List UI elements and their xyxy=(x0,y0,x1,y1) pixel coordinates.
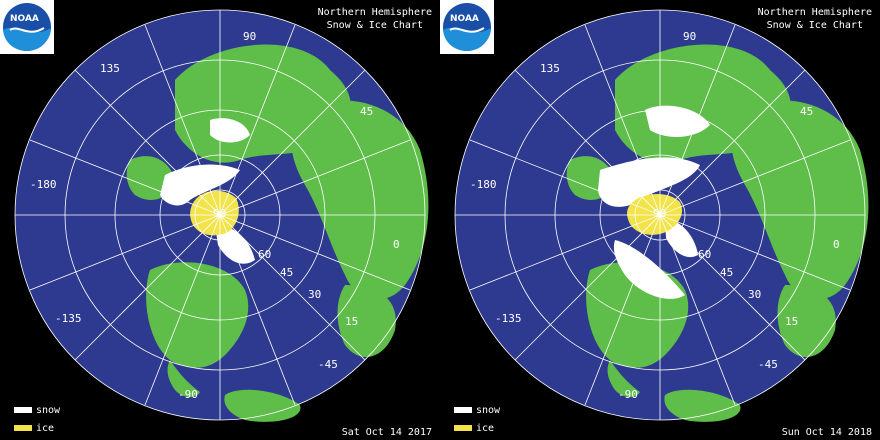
label-lon-neg45: -45 xyxy=(318,358,338,371)
noaa-logo-icon xyxy=(443,3,491,51)
label-lon-neg135: -135 xyxy=(495,312,522,325)
label-lat-90: 90 xyxy=(213,207,226,220)
sea-ice xyxy=(627,194,683,235)
noaa-logo-icon xyxy=(3,3,51,51)
noaa-logo: NOAA xyxy=(440,0,494,54)
graticule xyxy=(14,9,426,421)
snow-swatch xyxy=(14,407,32,413)
legend-ice-label: ice xyxy=(476,423,495,434)
title-line2: Snow & Ice Chart xyxy=(326,20,423,31)
label-lat-15: 15 xyxy=(785,315,798,328)
title-line2: Snow & Ice Chart xyxy=(766,20,863,31)
graticule-labels: 90 135 45 -180 0 -135 -90 -45 90 60 45 3… xyxy=(30,30,400,401)
label-lon-0: 0 xyxy=(833,238,840,251)
map-panel-2018: 90 135 45 -180 0 -135 -90 -45 90 60 45 3… xyxy=(440,0,880,440)
label-lon-135: 135 xyxy=(540,62,560,75)
label-lat-45: 45 xyxy=(720,266,733,279)
label-lon-135: 135 xyxy=(100,62,120,75)
logo-text: NOAA xyxy=(10,14,39,24)
legend-snow: snow xyxy=(454,405,500,416)
label-lon-neg135: -135 xyxy=(55,312,82,325)
legend-snow-label: snow xyxy=(36,405,61,416)
snow-swatch xyxy=(454,407,472,413)
label-lat-15: 15 xyxy=(345,315,358,328)
panel-date: Sun Oct 14 2018 xyxy=(781,427,872,438)
title-line1: Northern Hemisphere xyxy=(757,7,872,18)
title-line1: Northern Hemisphere xyxy=(317,7,432,18)
label-lat-30: 30 xyxy=(748,288,761,301)
ice-swatch xyxy=(454,425,472,431)
label-lat-60: 60 xyxy=(698,248,711,261)
label-lon-0: 0 xyxy=(393,238,400,251)
chart-title: Northern Hemisphere Snow & Ice Chart xyxy=(758,6,872,32)
noaa-logo: NOAA xyxy=(0,0,54,54)
polar-map-2018: 90 135 45 -180 0 -135 -90 -45 90 60 45 3… xyxy=(454,9,869,422)
label-lon-45: 45 xyxy=(800,105,813,118)
legend-snow: snow xyxy=(14,405,60,416)
ice-swatch xyxy=(14,425,32,431)
label-lat-45: 45 xyxy=(280,266,293,279)
graticule xyxy=(454,9,866,421)
chart-title: Northern Hemisphere Snow & Ice Chart xyxy=(318,6,432,32)
label-lat-60: 60 xyxy=(258,248,271,261)
label-lon-neg90: -90 xyxy=(178,388,198,401)
label-lon-180: -180 xyxy=(30,178,57,191)
label-lat-90: 90 xyxy=(653,207,666,220)
label-lon-neg90: -90 xyxy=(618,388,638,401)
graticule-labels: 90 135 45 -180 0 -135 -90 -45 90 60 45 3… xyxy=(470,30,840,401)
label-lon-90: 90 xyxy=(243,30,256,43)
label-lat-30: 30 xyxy=(308,288,321,301)
logo-text: NOAA xyxy=(450,14,479,24)
label-lon-180: -180 xyxy=(470,178,497,191)
legend-ice: ice xyxy=(454,423,494,434)
polar-map-2017: 90 135 45 -180 0 -135 -90 -45 90 60 45 3… xyxy=(14,9,429,422)
legend-ice-label: ice xyxy=(36,423,55,434)
legend-snow-label: snow xyxy=(476,405,501,416)
label-lon-neg45: -45 xyxy=(758,358,778,371)
map-panel-2017: 90 135 45 -180 0 -135 -90 -45 90 60 45 3… xyxy=(0,0,432,438)
legend-ice: ice xyxy=(14,423,54,434)
panel-date: Sat Oct 14 2017 xyxy=(341,427,432,438)
label-lon-90: 90 xyxy=(683,30,696,43)
label-lon-45: 45 xyxy=(360,105,373,118)
